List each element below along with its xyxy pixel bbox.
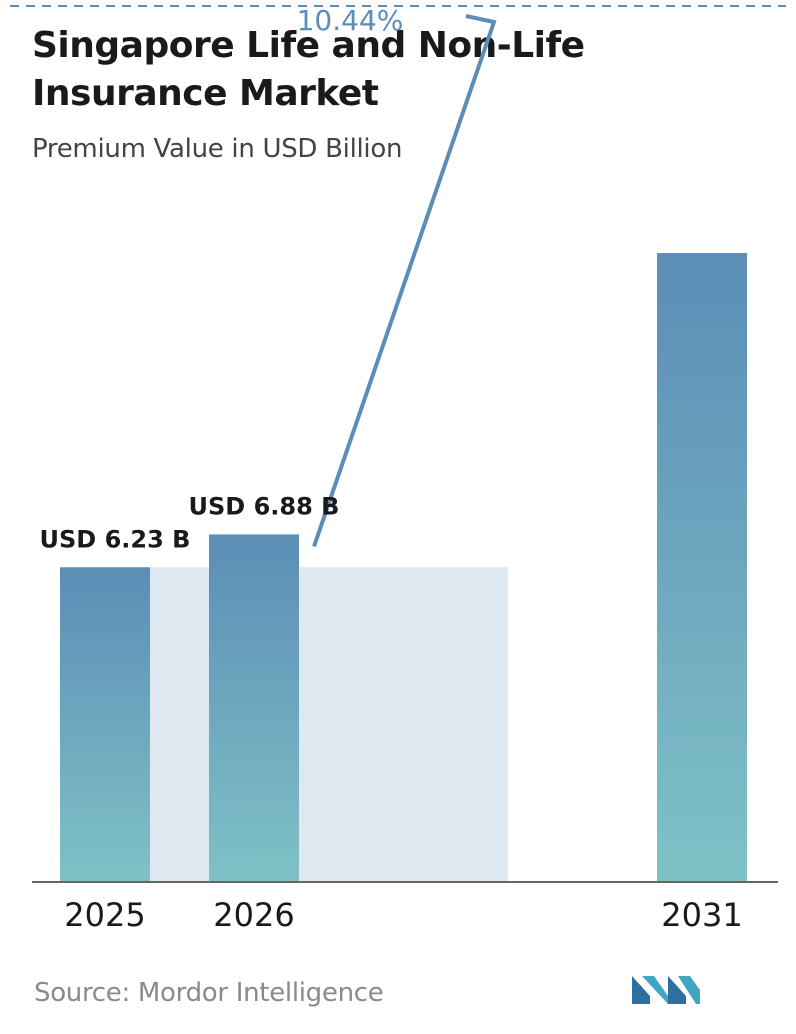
source-label: Source: Mordor Intelligence: [34, 978, 384, 1008]
x-tick-2026: 2026: [213, 896, 294, 934]
cagr-arrow: [312, 14, 497, 548]
bar-2025: [60, 567, 150, 882]
data-label-2026: USD 6.88 B: [189, 492, 340, 520]
bar-2031: [657, 253, 747, 883]
cagr-label: 10.44%: [297, 4, 404, 37]
x-tick-2031: 2031: [661, 896, 742, 934]
mordor-intelligence-logo: [632, 976, 700, 1004]
data-label-2025: USD 6.23 B: [40, 525, 191, 553]
x-tick-2025: 2025: [64, 896, 145, 934]
bar-2026: [209, 534, 299, 882]
chart-subtitle: Premium Value in USD Billion: [32, 134, 403, 164]
chart-title: Singapore Life and Non-Life Insurance Ma…: [32, 25, 585, 114]
